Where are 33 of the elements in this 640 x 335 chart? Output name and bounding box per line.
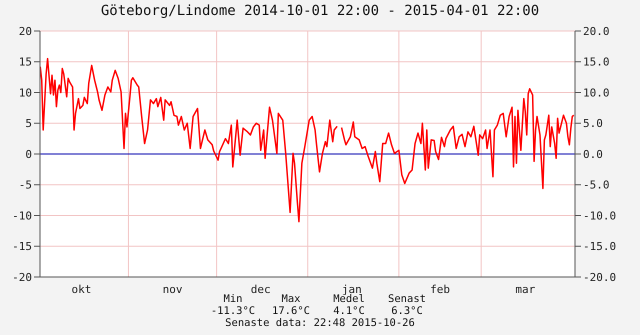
y2-tick-label: 10.0 bbox=[583, 86, 610, 100]
y-tick-label: -5 bbox=[18, 178, 32, 192]
text: Max bbox=[282, 293, 300, 305]
y2-tick-label: -20.0 bbox=[583, 270, 616, 284]
y-tick-label: 15 bbox=[18, 56, 32, 69]
x-tick-label: okt bbox=[71, 282, 92, 296]
y2-tick-label: 15.0 bbox=[583, 56, 610, 69]
x-tick-label: nov bbox=[162, 282, 183, 296]
text: -11.3°C bbox=[210, 305, 256, 317]
text: 6.3°C bbox=[390, 305, 424, 317]
chart-title: Göteborg/Lindome 2014-10-01 22:00 - 2015-04-01 22:00 bbox=[100, 3, 540, 19]
y-tick-label: 10 bbox=[18, 86, 32, 100]
x-tick-label: feb bbox=[430, 282, 450, 296]
x-tick-label: mar bbox=[515, 282, 536, 296]
y-tick-label: -20 bbox=[12, 270, 32, 284]
y2-tick-label: -5.0 bbox=[583, 178, 610, 192]
y2-tick-label: 0.0 bbox=[583, 148, 603, 161]
text: Medel bbox=[332, 293, 366, 305]
x-tick-label: dec bbox=[250, 282, 271, 296]
text: 4.1°C bbox=[332, 305, 366, 317]
y2-tick-label: 20.0 bbox=[583, 24, 610, 38]
y2-tick-label: -15.0 bbox=[583, 240, 616, 254]
y-tick-label: 0 bbox=[25, 148, 32, 161]
text: Min bbox=[224, 293, 242, 305]
text: Senaste data: 22:48 2015-10-26 bbox=[224, 317, 416, 329]
y-tick-label: 20 bbox=[18, 24, 32, 38]
y2-tick-label: 5.0 bbox=[583, 117, 603, 130]
y-tick-label: -10 bbox=[12, 209, 32, 222]
y-tick-label: 5 bbox=[25, 117, 32, 130]
y2-tick-label: -10.0 bbox=[583, 209, 616, 222]
y-tick-label: -15 bbox=[12, 240, 32, 254]
text: Senast bbox=[388, 293, 426, 305]
text: 17.6°C bbox=[271, 305, 311, 317]
